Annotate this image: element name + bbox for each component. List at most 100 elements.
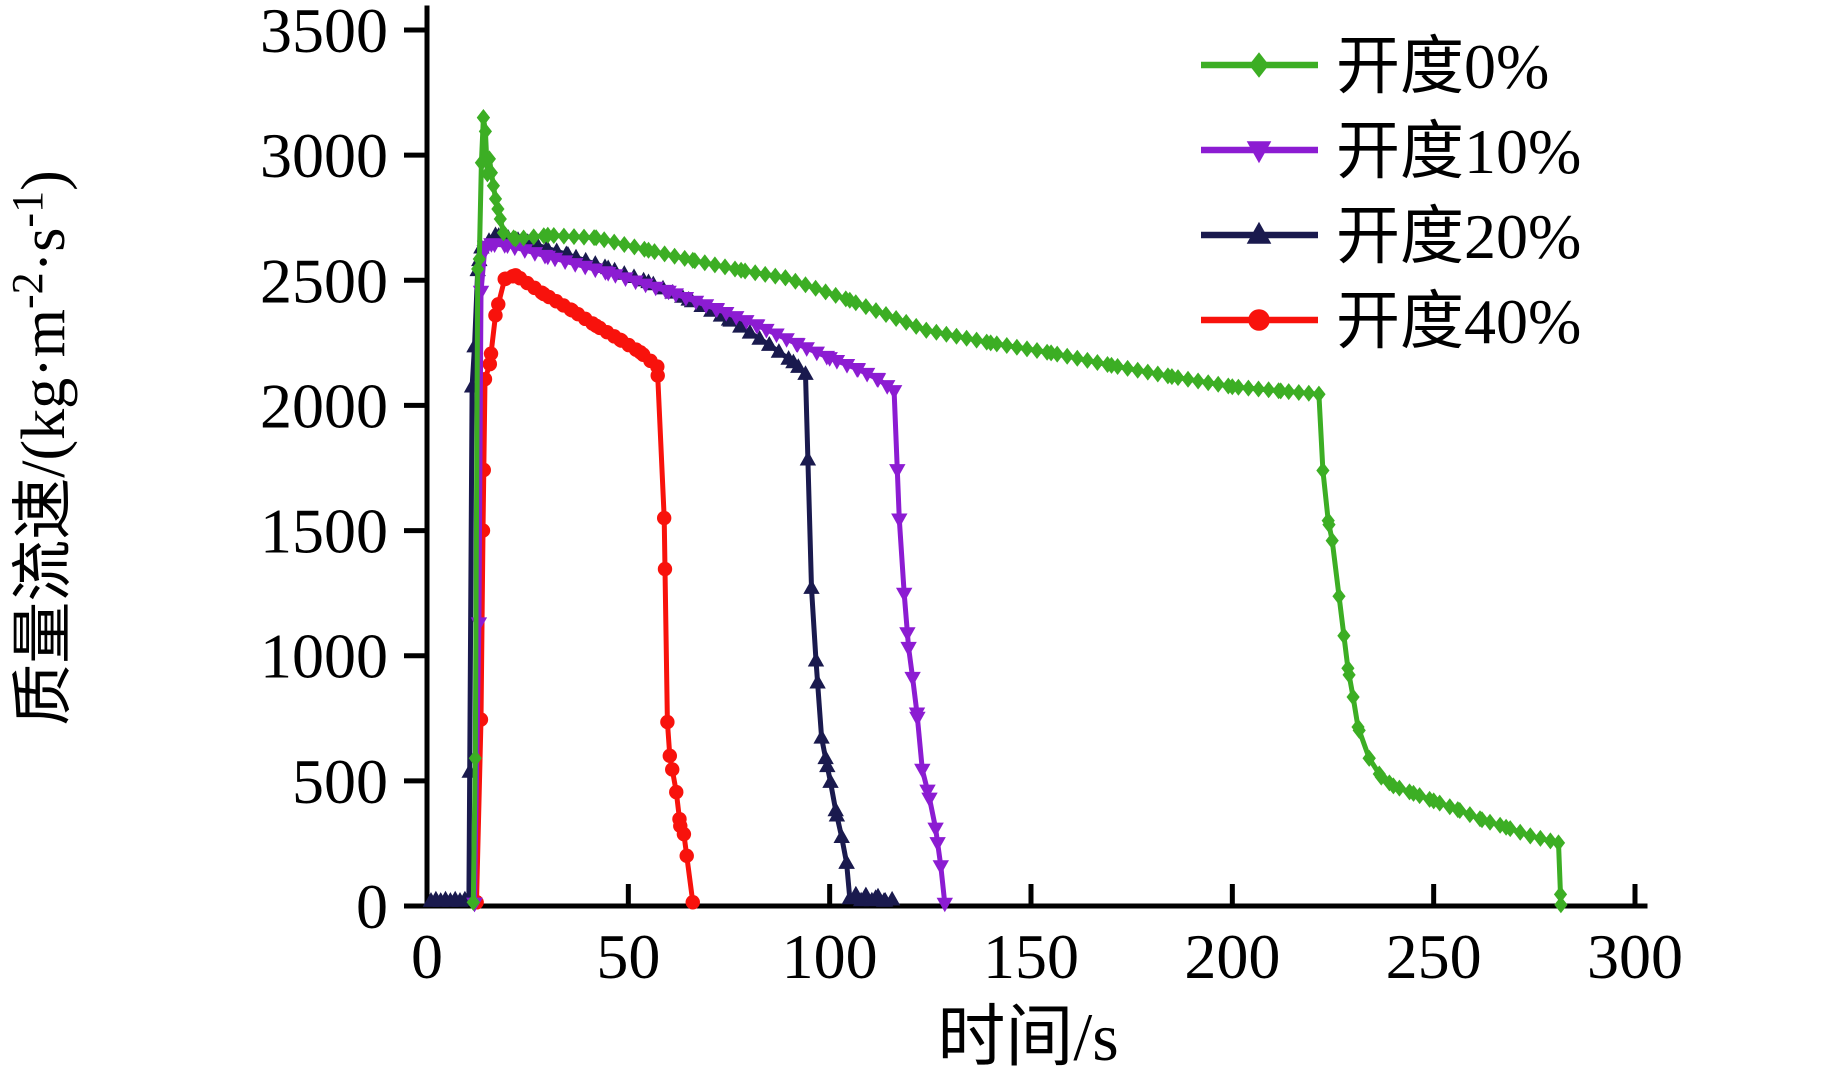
diamond-marker-icon bbox=[1080, 351, 1094, 369]
diamond-marker-icon bbox=[641, 241, 656, 259]
diamond-marker-icon bbox=[1225, 378, 1239, 396]
diamond-marker-icon bbox=[889, 310, 903, 327]
y-tick-label: 2500 bbox=[260, 245, 388, 316]
diamond-marker-icon bbox=[798, 276, 813, 294]
triangle-down-marker-icon bbox=[600, 267, 617, 282]
diamond-marker-icon bbox=[1181, 370, 1195, 388]
diamond-marker-icon bbox=[1191, 372, 1205, 390]
diamond-marker-icon bbox=[567, 228, 581, 246]
triangle-up-marker-icon bbox=[813, 729, 830, 744]
triangle-up-marker-icon bbox=[822, 773, 839, 788]
legend-label-0: 开度0% bbox=[1336, 31, 1549, 102]
diamond-marker-icon bbox=[1171, 369, 1185, 387]
diamond-marker-icon bbox=[1553, 885, 1568, 903]
triangle-down-marker-icon bbox=[889, 464, 906, 479]
triangle-up-marker-icon bbox=[883, 890, 901, 906]
diamond-marker-icon bbox=[1337, 627, 1351, 645]
circle-marker-icon bbox=[482, 356, 498, 372]
triangle-up-marker-icon bbox=[732, 318, 749, 333]
x-tick-label: 250 bbox=[1386, 921, 1482, 992]
legend-triangle-up-icon bbox=[1246, 221, 1272, 244]
triangle-up-marker-icon bbox=[785, 353, 802, 369]
triangle-down-marker-icon bbox=[789, 338, 806, 353]
x-tick-label: 150 bbox=[983, 921, 1079, 992]
legend-label-2: 开度20% bbox=[1336, 201, 1581, 272]
diamond-marker-icon bbox=[1282, 383, 1296, 401]
circle-marker-icon bbox=[657, 561, 673, 577]
circle-marker-icon bbox=[633, 345, 648, 360]
x-tick-label: 100 bbox=[782, 921, 878, 992]
diamond-marker-icon bbox=[758, 265, 772, 283]
diamond-marker-icon bbox=[1104, 356, 1119, 374]
circle-marker-icon bbox=[662, 748, 678, 764]
triangle-down-marker-icon bbox=[904, 671, 921, 687]
legend: 开度0% 开度10% 开度20% 开度40% bbox=[1201, 31, 1581, 357]
diamond-marker-icon bbox=[843, 291, 857, 309]
circle-marker-icon bbox=[669, 784, 684, 800]
triangle-down-marker-icon bbox=[708, 303, 726, 318]
diamond-marker-icon bbox=[1090, 354, 1104, 371]
triangle-up-marker-icon bbox=[770, 343, 788, 358]
diamond-marker-icon bbox=[686, 251, 700, 269]
diamond-marker-icon bbox=[1312, 385, 1326, 403]
triangle-up-marker-icon bbox=[720, 311, 738, 326]
x-tick-label: 200 bbox=[1184, 921, 1280, 992]
triangle-up-marker-icon bbox=[761, 336, 778, 351]
legend-item-3: 开度40% bbox=[1201, 286, 1581, 357]
diamond-marker-icon bbox=[859, 298, 873, 316]
triangle-down-marker-icon bbox=[677, 292, 695, 307]
diamond-marker-icon bbox=[468, 749, 482, 767]
diamond-marker-icon bbox=[939, 325, 953, 343]
diamond-marker-icon bbox=[1251, 380, 1266, 398]
y-tick-label: 1000 bbox=[260, 621, 388, 692]
triangle-down-marker-icon bbox=[470, 617, 488, 632]
diamond-marker-icon bbox=[678, 249, 692, 267]
triangle-down-marker-icon bbox=[778, 333, 795, 348]
circle-marker-icon bbox=[488, 308, 503, 323]
triangle-down-marker-icon bbox=[838, 359, 856, 374]
y-title-sup-s: -1 bbox=[3, 191, 52, 228]
legend-diamond-icon bbox=[1249, 52, 1269, 78]
triangle-up-marker-icon bbox=[819, 757, 836, 773]
triangle-down-marker-icon bbox=[896, 587, 913, 603]
circle-marker-icon bbox=[536, 286, 551, 302]
diamond-marker-icon bbox=[1406, 784, 1421, 802]
triangle-up-marker-icon bbox=[741, 324, 759, 339]
x-tick-label: 0 bbox=[411, 921, 443, 992]
diamond-marker-icon bbox=[597, 231, 611, 249]
diamond-marker-icon bbox=[617, 236, 631, 253]
diamond-marker-icon bbox=[768, 267, 782, 285]
diamond-marker-icon bbox=[541, 226, 555, 244]
legend-item-1: 开度10% bbox=[1201, 116, 1581, 187]
legend-item-0: 开度0% bbox=[1201, 31, 1549, 102]
series-1 bbox=[466, 238, 953, 913]
diamond-marker-icon bbox=[527, 228, 541, 246]
diamond-marker-icon bbox=[960, 329, 974, 347]
legend-circle-icon bbox=[1248, 309, 1270, 331]
y-title-main: 质量流速/(kg·m bbox=[10, 309, 78, 726]
triangle-up-marker-icon bbox=[803, 579, 820, 594]
diamond-marker-icon bbox=[1463, 806, 1477, 824]
diamond-marker-icon bbox=[478, 122, 492, 140]
diamond-marker-icon bbox=[491, 200, 505, 218]
circle-marker-icon bbox=[613, 332, 628, 348]
y-tick-label: 500 bbox=[292, 746, 388, 817]
diamond-marker-icon bbox=[949, 327, 964, 345]
diamond-marker-icon bbox=[1341, 659, 1355, 677]
circle-marker-icon bbox=[685, 895, 700, 910]
diamond-marker-icon bbox=[1523, 827, 1537, 845]
triangle-down-marker-icon bbox=[697, 299, 715, 314]
diamond-marker-icon bbox=[472, 250, 486, 268]
x-axis-ticks: 0 50 100 150 200 250 300 bbox=[411, 884, 1683, 992]
diamond-marker-icon bbox=[1513, 823, 1527, 841]
circle-marker-icon bbox=[564, 303, 580, 318]
diamond-marker-icon bbox=[627, 238, 641, 256]
diamond-marker-icon bbox=[509, 230, 523, 248]
triangle-down-marker-icon bbox=[728, 311, 745, 326]
diamond-marker-icon bbox=[869, 302, 883, 320]
triangle-up-marker-icon bbox=[838, 854, 855, 869]
y-axis-title: 质量流速/(kg·m-2·s-1) bbox=[3, 170, 78, 726]
y-tick-label: 3500 bbox=[260, 0, 388, 66]
diamond-marker-icon bbox=[1044, 344, 1058, 362]
triangle-up-marker-icon bbox=[817, 749, 834, 765]
